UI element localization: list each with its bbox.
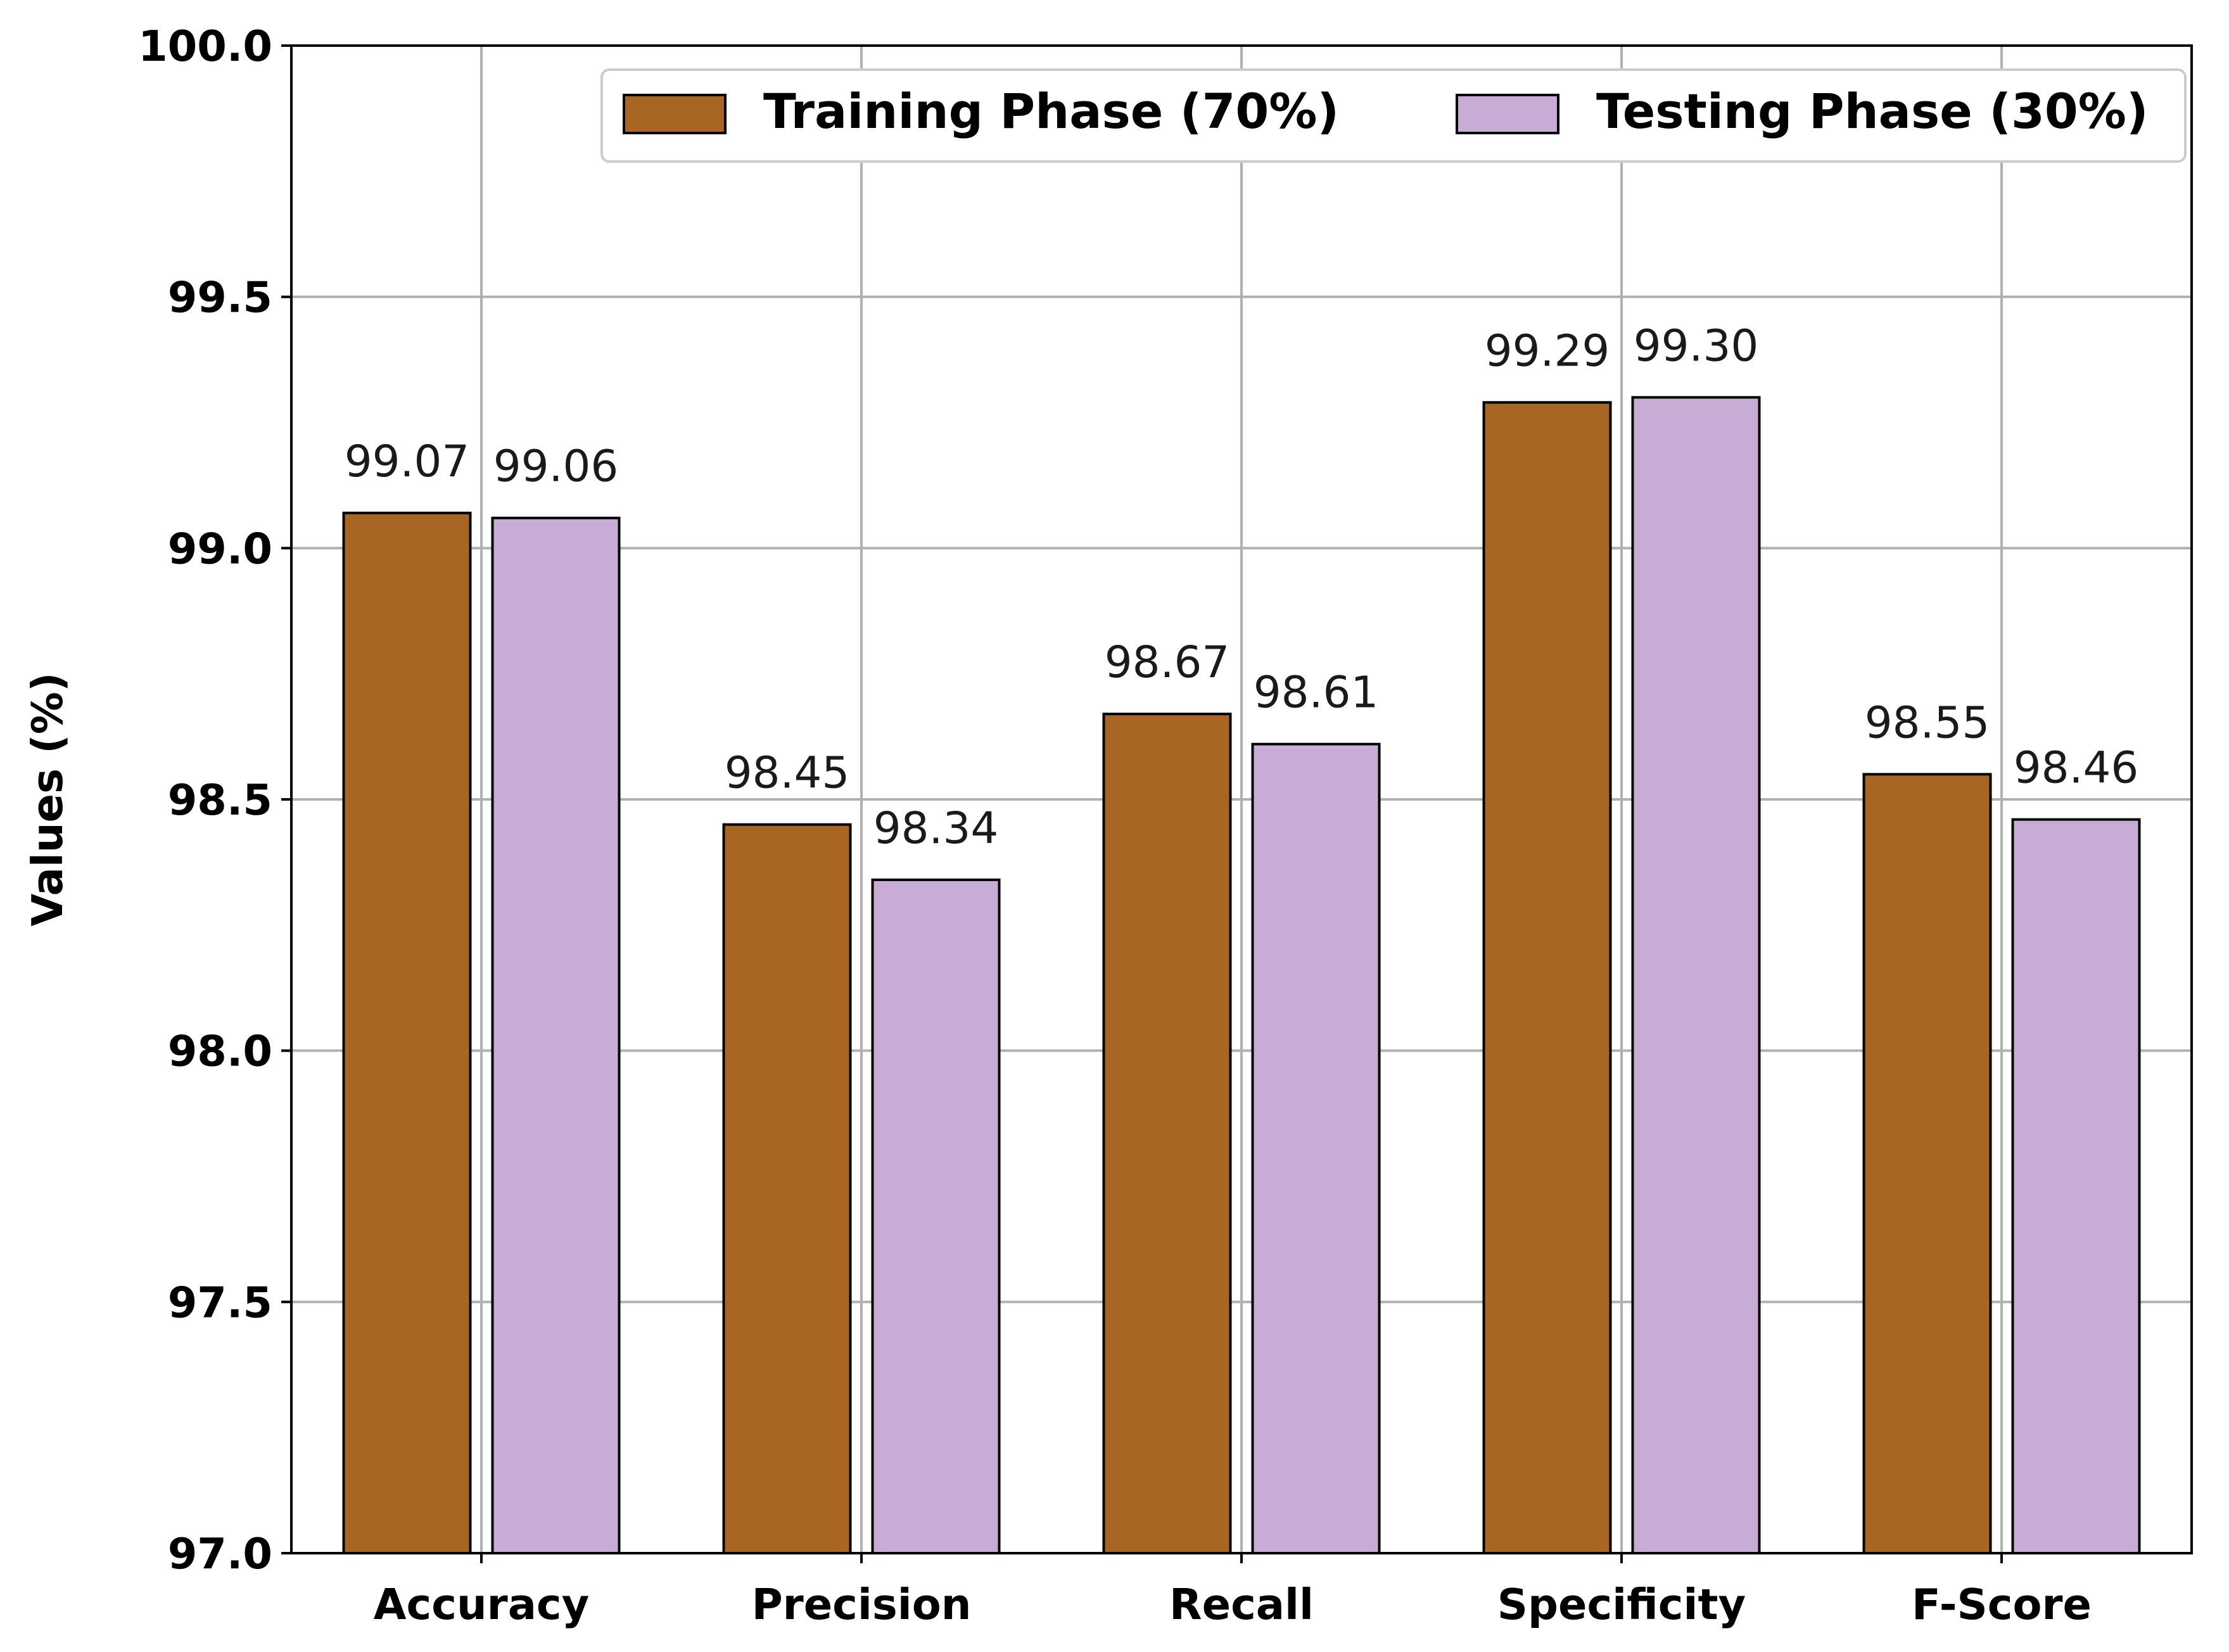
bar-testing-f-score xyxy=(2011,818,2141,1554)
data-label-testing-specificity: 99.30 xyxy=(1634,321,1759,371)
bar-training-precision xyxy=(722,823,852,1554)
bar-testing-precision xyxy=(871,878,1001,1554)
bar-training-specificity xyxy=(1482,401,1612,1554)
bar-testing-accuracy xyxy=(491,516,621,1555)
data-labels-group: 99.07 98.45 98.67 99.29 98.55 99.06 98.34 98.61… xyxy=(345,321,2139,854)
legend-box xyxy=(600,68,2187,163)
y-tick-label: 98.0 xyxy=(168,1027,272,1076)
y-tick-label: 100.0 xyxy=(138,22,272,71)
y-tick-label: 97.0 xyxy=(168,1529,272,1579)
y-tick-label: 98.5 xyxy=(168,775,272,825)
y-axis-title: Values (%) xyxy=(23,672,72,926)
bars-group xyxy=(342,396,2141,1555)
bar-testing-specificity xyxy=(1631,396,1761,1554)
x-tick-label-accuracy: Accuracy xyxy=(374,1580,590,1629)
data-label-testing-precision: 98.34 xyxy=(873,803,999,854)
data-label-testing-recall: 98.61 xyxy=(1254,668,1379,718)
bar-training-recall xyxy=(1102,713,1232,1554)
x-tick-label-specificity: Specificity xyxy=(1497,1580,1746,1629)
legend-swatch-training xyxy=(623,94,727,134)
y-axis: 97.0 97.5 98.0 98.5 99.0 99.5 100.0 xyxy=(138,22,291,1579)
data-label-training-recall: 98.67 xyxy=(1105,637,1230,688)
data-label-training-precision: 98.45 xyxy=(725,748,850,799)
x-tick-label-precision: Precision xyxy=(752,1580,972,1629)
data-label-training-specificity: 99.29 xyxy=(1485,326,1610,376)
x-axis: Accuracy Precision Recall Specificity F-Scor… xyxy=(374,1553,2092,1629)
data-label-training-f-score: 98.55 xyxy=(1865,697,1990,748)
data-label-testing-f-score: 98.46 xyxy=(2014,743,2139,794)
legend-label-testing: Testing Phase (30%) xyxy=(1596,83,2149,139)
legend: Training Phase (70%) Testing Phase (30%) xyxy=(600,68,2187,163)
bar-testing-recall xyxy=(1251,742,1381,1554)
y-tick-label: 99.5 xyxy=(168,273,272,322)
legend-label-training: Training Phase (70%) xyxy=(763,83,1339,139)
legend-swatch-testing xyxy=(1456,94,1559,134)
data-label-testing-accuracy: 99.06 xyxy=(493,442,619,492)
data-label-training-accuracy: 99.07 xyxy=(345,436,470,487)
x-tick-label-f-score: F-Score xyxy=(1912,1580,2092,1629)
y-tick-label: 97.5 xyxy=(168,1278,272,1327)
bar-training-f-score xyxy=(1862,773,1992,1554)
y-tick-label: 99.0 xyxy=(168,524,272,573)
bar-training-accuracy xyxy=(342,511,472,1554)
x-tick-label-recall: Recall xyxy=(1169,1580,1314,1629)
